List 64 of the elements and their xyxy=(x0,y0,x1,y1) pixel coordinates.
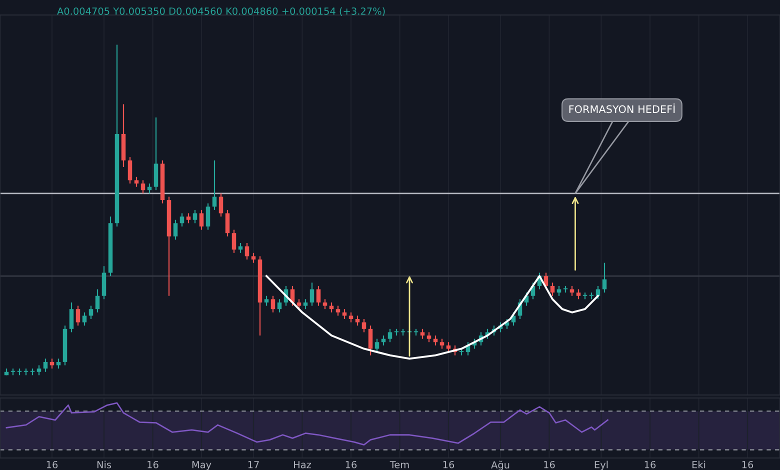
candlestick xyxy=(225,209,230,237)
candlestick xyxy=(56,358,61,370)
candlestick xyxy=(154,116,158,191)
candlestick xyxy=(310,282,314,306)
candlestick xyxy=(316,285,321,306)
candlestick xyxy=(43,358,48,372)
annotation: FORMASYON HEDEFİ xyxy=(569,103,675,114)
x-tick-label: 17 xyxy=(248,461,259,468)
candlestick xyxy=(173,219,178,240)
candlestick xyxy=(355,315,360,326)
candlestick xyxy=(82,312,87,326)
candlestick xyxy=(348,312,354,323)
candlestick xyxy=(50,358,54,370)
candlestick xyxy=(374,338,380,353)
candlestick xyxy=(180,212,184,228)
candlestick xyxy=(76,305,80,326)
candlestick xyxy=(426,332,432,343)
candlestick xyxy=(576,288,581,300)
candlestick xyxy=(212,160,217,211)
candlestick xyxy=(244,242,250,260)
x-tick-label: 16 xyxy=(742,460,754,468)
candlestick xyxy=(362,318,366,333)
x-tick-label: 16 xyxy=(148,460,158,468)
candlestick xyxy=(440,338,444,350)
candlestick xyxy=(128,156,132,184)
x-tick-label: 16 xyxy=(644,460,656,468)
candlestick xyxy=(232,229,236,254)
candlestick xyxy=(134,176,139,188)
candlestick xyxy=(88,305,94,320)
x-tick-label: Ağu xyxy=(491,460,510,470)
candlestick xyxy=(336,305,340,316)
candlestick xyxy=(218,192,224,218)
text: A0.004705 Y0.005350 D0.004560 K0.004860 +0.000154 (+3.27%) xyxy=(57,7,385,16)
x-tick-label: 16 xyxy=(46,460,58,468)
candlestick xyxy=(296,298,302,310)
candlestick xyxy=(69,302,74,333)
x-tick-label: Haz xyxy=(294,461,312,468)
candlestick xyxy=(420,328,425,340)
candlestick xyxy=(388,328,392,343)
candlestick xyxy=(550,282,555,296)
candlestick xyxy=(303,298,308,310)
candlestick xyxy=(186,212,191,224)
x-tick-label: Eki xyxy=(692,460,706,468)
candlestick xyxy=(140,180,146,194)
candlestick xyxy=(206,202,210,230)
x-tick-label: Tem xyxy=(390,461,409,468)
candlestick xyxy=(36,364,42,376)
candlestick xyxy=(368,325,373,356)
candlestick xyxy=(270,295,276,313)
candlestick xyxy=(102,266,106,300)
x-tick-label: 16 xyxy=(544,460,555,468)
x-tick-label: Eyl xyxy=(594,460,608,470)
x-tick-label: 16 xyxy=(443,460,454,468)
candlestick xyxy=(192,209,198,224)
x-tick-label: 16 xyxy=(346,460,357,468)
x-tick-label: Nis xyxy=(97,460,112,468)
candlestick xyxy=(264,295,269,306)
candlestick xyxy=(95,288,100,313)
candlestick xyxy=(277,298,282,313)
candlestick xyxy=(602,262,607,294)
candlestick xyxy=(251,252,256,264)
x-tick-label: May xyxy=(192,461,212,470)
candlestick xyxy=(199,209,204,230)
candlestick xyxy=(322,298,328,310)
